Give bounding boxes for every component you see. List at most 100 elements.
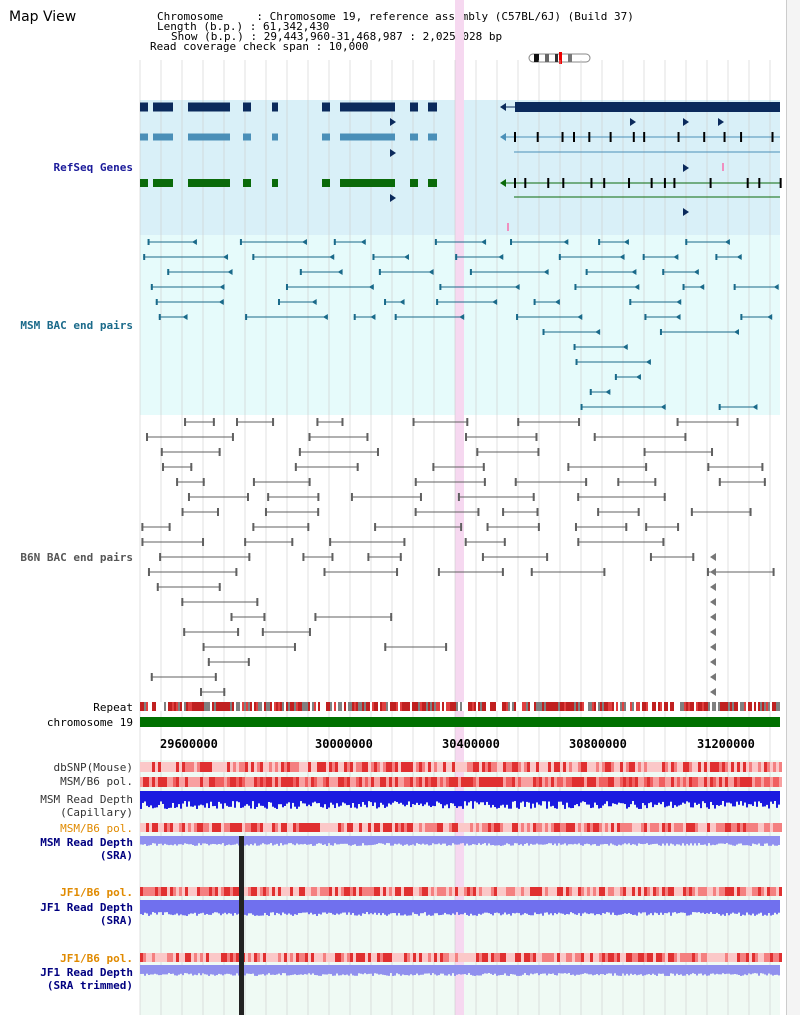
heat-mark xyxy=(194,887,197,896)
depth-bar xyxy=(170,791,172,808)
heat-mark xyxy=(572,777,575,787)
depth-bar xyxy=(198,900,200,914)
heat-mark xyxy=(185,762,188,772)
bac-end xyxy=(384,643,387,651)
depth-bar xyxy=(184,965,186,974)
heat-mark xyxy=(692,953,695,962)
depth-bar xyxy=(660,900,662,913)
depth-bar xyxy=(772,836,774,845)
repeat-mark xyxy=(554,702,556,711)
depth-bar xyxy=(712,900,714,914)
depth-bar xyxy=(726,836,728,844)
refseq-genes-label[interactable]: RefSeq Genes xyxy=(53,161,133,174)
depth-bar xyxy=(568,836,570,845)
bac-end xyxy=(390,613,393,621)
bac-end xyxy=(311,299,317,305)
heat-mark xyxy=(299,762,302,772)
gene-exon xyxy=(410,179,418,187)
repeat-mark xyxy=(160,702,162,711)
depth-bar xyxy=(604,836,606,844)
repeat-mark xyxy=(272,702,274,711)
depth-bar xyxy=(404,900,406,915)
heat-mark xyxy=(545,823,548,832)
heat-mark xyxy=(374,887,377,896)
depth-bar xyxy=(278,965,280,974)
gene-exon xyxy=(561,132,564,142)
depth-bar xyxy=(642,791,644,804)
bac-end xyxy=(481,553,484,561)
heat-mark xyxy=(176,887,179,896)
depth-bar xyxy=(626,836,628,845)
depth-bar xyxy=(548,900,550,915)
heat-mark xyxy=(650,777,653,787)
depth-bar xyxy=(284,965,286,974)
heat-mark xyxy=(602,777,605,787)
heat-mark xyxy=(362,887,365,896)
depth-bar xyxy=(244,965,246,976)
depth-bar xyxy=(462,836,464,844)
depth-bar xyxy=(346,900,348,915)
depth-bar xyxy=(232,965,234,976)
vertical-scrollbar[interactable] xyxy=(786,0,800,1015)
depth-bar xyxy=(308,900,310,915)
bac-end xyxy=(589,389,592,395)
repeat-mark xyxy=(708,702,710,711)
b6n-bac-label[interactable]: B6N BAC end pairs xyxy=(20,551,133,564)
depth-bar xyxy=(576,900,578,915)
heat-mark xyxy=(392,887,395,896)
heat-mark xyxy=(182,762,185,772)
heat-mark xyxy=(359,762,362,772)
depth-bar xyxy=(348,791,350,805)
depth-bar xyxy=(362,836,364,844)
msm-bac-label[interactable]: MSM BAC end pairs xyxy=(20,319,133,332)
heat-mark xyxy=(563,777,566,787)
depth-bar xyxy=(168,791,170,808)
heat-mark xyxy=(347,887,350,896)
heat-mark xyxy=(722,762,725,772)
heat-mark xyxy=(251,887,254,896)
heat-mark xyxy=(191,823,194,832)
depth-bar xyxy=(768,965,770,974)
heat-mark xyxy=(752,887,755,896)
heat-mark xyxy=(305,762,308,772)
depth-bar xyxy=(742,900,744,915)
depth-bar xyxy=(402,900,404,916)
depth-bar xyxy=(192,900,194,914)
depth-bar xyxy=(326,791,328,809)
repeat-mark xyxy=(528,702,530,711)
depth-bar xyxy=(212,900,214,914)
repeat-mark xyxy=(392,702,394,711)
heat-mark xyxy=(344,953,347,962)
bac-end xyxy=(469,269,472,275)
depth-bar xyxy=(420,900,422,914)
heat-mark xyxy=(176,823,179,832)
depth-bar xyxy=(450,965,452,976)
heat-mark xyxy=(209,887,212,896)
depth-bar xyxy=(192,836,194,845)
repeat-mark xyxy=(356,702,358,711)
bac-end xyxy=(684,433,687,441)
depth-bar xyxy=(638,791,640,809)
depth-bar xyxy=(592,965,594,976)
heat-mark xyxy=(413,823,416,832)
heat-mark xyxy=(383,762,386,772)
heat-mark xyxy=(224,887,227,896)
depth-bar xyxy=(566,900,568,914)
heat-mark xyxy=(761,887,764,896)
heat-mark xyxy=(290,953,293,962)
depth-bar xyxy=(560,900,562,914)
depth-bar xyxy=(502,791,504,805)
heat-mark xyxy=(473,953,476,962)
heat-mark xyxy=(758,887,761,896)
depth-bar xyxy=(426,791,428,803)
chromosome-ideogram[interactable] xyxy=(528,52,592,64)
heat-mark xyxy=(362,762,365,772)
heat-mark xyxy=(302,887,305,896)
heat-mark xyxy=(584,953,587,962)
depth-bar xyxy=(254,836,256,844)
depth-bar xyxy=(232,791,234,802)
heat-mark xyxy=(752,762,755,772)
heat-mark xyxy=(713,823,716,832)
heat-mark xyxy=(170,762,173,772)
